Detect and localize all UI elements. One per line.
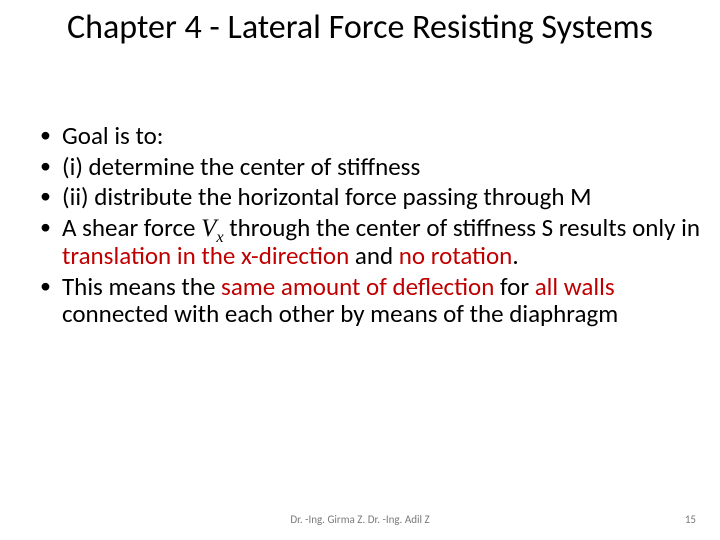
list-item: (i) determine the center of stiffness xyxy=(34,153,702,181)
list-item: A shear force Vx through the center of s… xyxy=(34,214,702,270)
list-item: Goal is to: xyxy=(34,122,702,150)
text-emphasis: all walls xyxy=(535,271,615,302)
text-emphasis: no rotation xyxy=(399,240,513,271)
text-run: This means the xyxy=(62,271,221,302)
text-run: connected with each other by means of th… xyxy=(62,298,618,329)
text-run: and xyxy=(349,240,399,271)
footer-author: Dr. -Ing. Girma Z. Dr. -Ing. Adil Z xyxy=(0,513,720,526)
text-emphasis: translation in the x-direction xyxy=(62,240,349,271)
slide-body: Goal is to: (i) determine the center of … xyxy=(34,122,702,331)
text-run: A shear force xyxy=(62,212,201,243)
text-run: through the center of stiffness S result… xyxy=(224,212,700,243)
text-emphasis: same amount of deflection xyxy=(221,271,494,302)
slide-title: Chapter 4 - Lateral Force Resisting Syst… xyxy=(60,8,660,47)
math-symbol: V xyxy=(201,215,216,242)
footer-page-number: 15 xyxy=(685,513,696,526)
text-run: . xyxy=(512,240,518,271)
slide: Chapter 4 - Lateral Force Resisting Syst… xyxy=(0,0,720,540)
text-run: for xyxy=(494,271,534,302)
bullet-list: Goal is to: (i) determine the center of … xyxy=(34,122,702,328)
list-item: This means the same amount of deflection… xyxy=(34,273,702,328)
list-item: (ii) distribute the horizontal force pas… xyxy=(34,183,702,211)
